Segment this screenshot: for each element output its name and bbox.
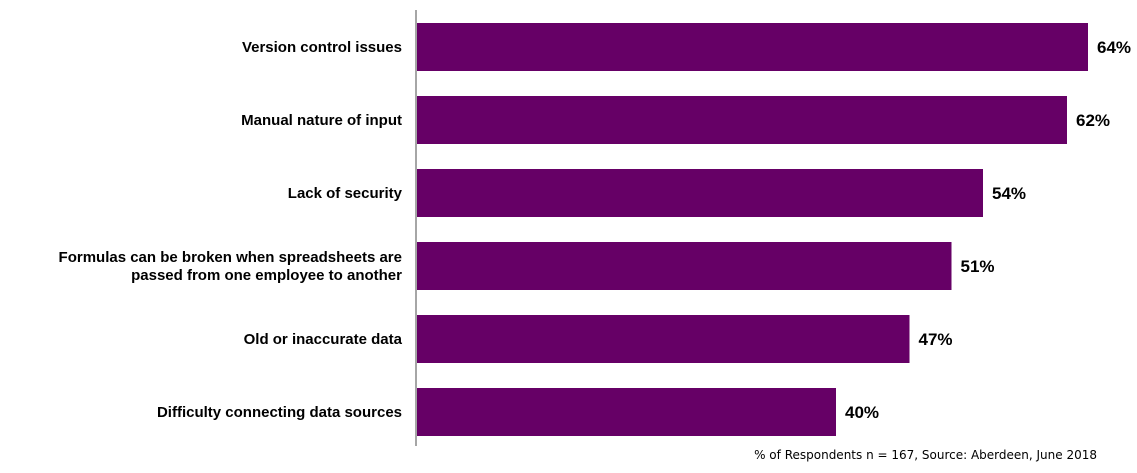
category-label-line: Version control issues: [242, 39, 402, 56]
category-label: Old or inaccurate data: [244, 331, 403, 348]
category-label: Version control issues: [242, 39, 402, 56]
bar: [416, 96, 1067, 144]
category-label: Difficulty connecting data sources: [157, 404, 402, 421]
bar-value-label: 62%: [1076, 111, 1110, 130]
bar: [416, 169, 983, 217]
bar-value-label: 47%: [919, 330, 953, 349]
bar-value-label: 54%: [992, 184, 1026, 203]
bar-value-label: 64%: [1097, 38, 1131, 57]
bar: [416, 23, 1088, 71]
category-label-line: Manual nature of input: [241, 112, 402, 129]
value-labels-group: 64% 62% 54% 51% 47% 40%: [845, 38, 1131, 422]
bar: [416, 388, 836, 436]
bar: [416, 242, 952, 290]
category-label: Formulas can be broken when spreadsheets…: [59, 249, 403, 284]
bar-value-label: 40%: [845, 403, 879, 422]
category-label-line: Difficulty connecting data sources: [157, 404, 402, 421]
bar: [416, 315, 910, 363]
category-label-line: passed from one employee to another: [131, 267, 402, 284]
category-labels-group: Version control issues Manual nature of i…: [59, 39, 403, 421]
source-footnote: % of Respondents n = 167, Source: Aberde…: [754, 448, 1097, 462]
category-label-line: Old or inaccurate data: [244, 331, 403, 348]
category-label-line: Lack of security: [288, 185, 403, 202]
bar-value-label: 51%: [961, 257, 995, 276]
category-label: Manual nature of input: [241, 112, 402, 129]
category-label: Lack of security: [288, 185, 403, 202]
category-label-line: Formulas can be broken when spreadsheets…: [59, 249, 402, 266]
bars-group: [416, 23, 1088, 436]
